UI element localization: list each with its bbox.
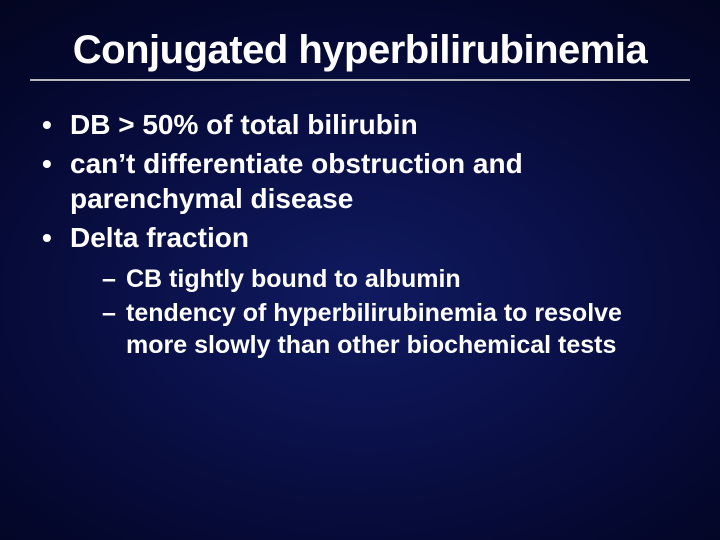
bullet-item: DB > 50% of total bilirubin	[34, 107, 690, 142]
sub-bullet-text: CB tightly bound to albumin	[126, 265, 461, 293]
bullet-list: DB > 50% of total bilirubin can’t differ…	[34, 107, 690, 361]
slide-title: Conjugated hyperbilirubinemia	[30, 28, 690, 81]
bullet-text: DB > 50% of total bilirubin	[70, 109, 418, 140]
bullet-item: can’t differentiate obstruction and pare…	[34, 146, 690, 216]
slide-content: DB > 50% of total bilirubin can’t differ…	[30, 89, 690, 361]
bullet-text: Delta fraction	[70, 222, 249, 253]
sub-bullet-item: tendency of hyperbilirubinemia to resolv…	[102, 297, 690, 361]
sub-bullet-item: CB tightly bound to albumin	[102, 263, 690, 295]
bullet-item: Delta fraction CB tightly bound to album…	[34, 220, 690, 361]
slide: Conjugated hyperbilirubinemia DB > 50% o…	[0, 0, 720, 540]
sub-bullet-list: CB tightly bound to albumin tendency of …	[70, 263, 690, 361]
bullet-text: can’t differentiate obstruction and pare…	[70, 148, 523, 214]
sub-bullet-text: tendency of hyperbilirubinemia to resolv…	[126, 299, 622, 359]
